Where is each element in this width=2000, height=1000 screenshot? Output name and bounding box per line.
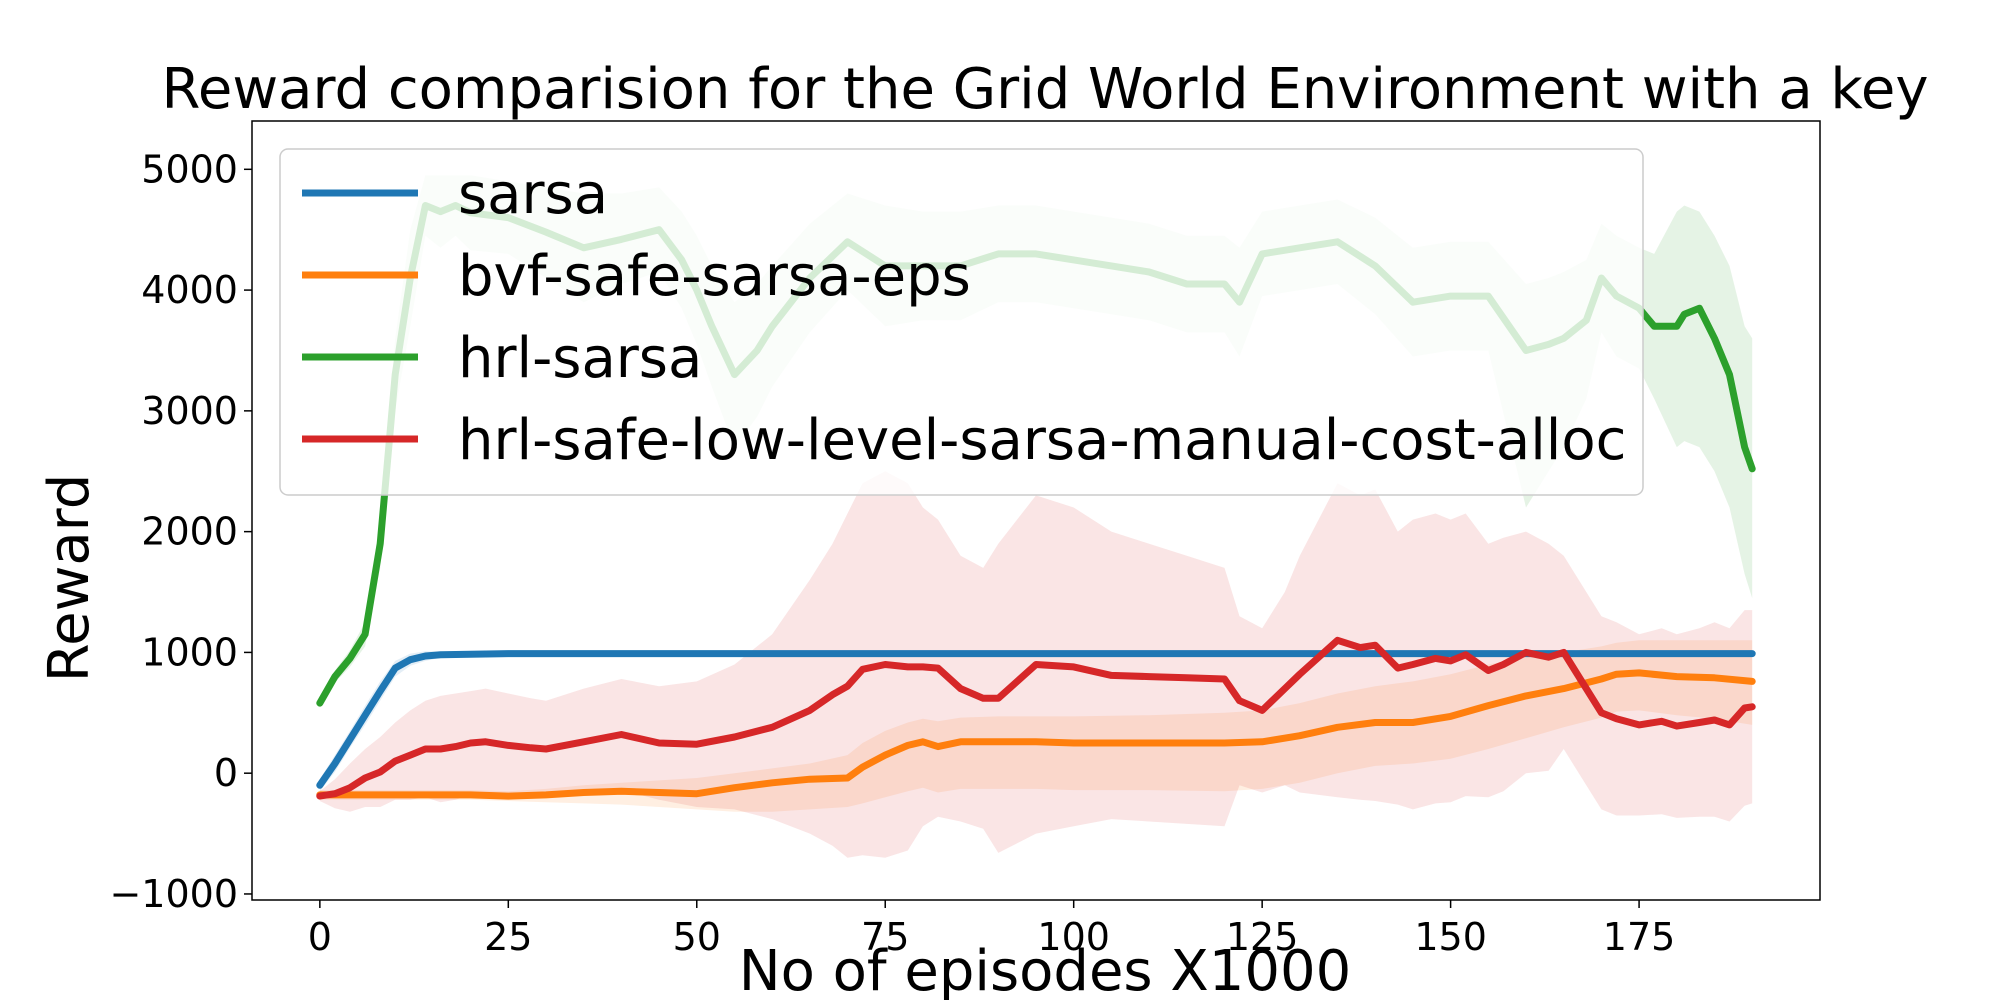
series-band-bvf-safe-sarsa-eps (319, 640, 1753, 812)
series-line-sarsa (316, 650, 1756, 789)
y-tick-label: 0 (214, 751, 238, 795)
legend-box (279, 148, 1644, 496)
legend-label-sarsa: sarsa (458, 162, 608, 227)
y-tick-label: 2000 (141, 510, 238, 554)
series-line-bvf-safe-sarsa-eps (316, 669, 1756, 800)
legend-label-bvf-safe-sarsa-eps: bvf-safe-sarsa-eps (458, 244, 971, 309)
y-tick-label: 1000 (141, 630, 238, 674)
chart-title: Reward comparision for the Grid World En… (162, 57, 1929, 122)
x-tick-label: 25 (484, 915, 532, 959)
y-tick-label: 4000 (141, 268, 238, 312)
x-tick-label: 125 (1226, 915, 1299, 959)
y-tick-label: 3000 (141, 389, 238, 433)
legend-label-hrl-safe-low-level-sarsa-manual-cost-alloc: hrl-safe-low-level-sarsa-manual-cost-all… (458, 408, 1626, 473)
x-tick-label: 75 (861, 915, 909, 959)
legend: sarsa bvf-safe-sarsa-eps hrl-sarsa hrl-safe… (279, 148, 1644, 496)
x-tick-label: 175 (1603, 915, 1676, 959)
x-tick-label: 100 (1037, 915, 1110, 959)
legend-label-hrl-sarsa: hrl-sarsa (458, 326, 702, 391)
x-axis-label: No of episodes X1000 (739, 939, 1352, 1000)
x-tick-label: 150 (1414, 915, 1487, 959)
y-axis-label: Reward (37, 474, 102, 683)
y-tick-label: 5000 (141, 147, 238, 191)
x-tick-label: 0 (308, 915, 332, 959)
plot-frame (251, 120, 1821, 901)
series-line-hrl-safe-low-level-sarsa-manual-cost-alloc (316, 636, 1756, 800)
axis-ticks: 0 25 50 75 100 125 150 175 −1000 0 1000 2000 3000 400… (109, 147, 1675, 959)
x-tick-label: 50 (673, 915, 721, 959)
y-tick-label: −1000 (109, 872, 238, 916)
